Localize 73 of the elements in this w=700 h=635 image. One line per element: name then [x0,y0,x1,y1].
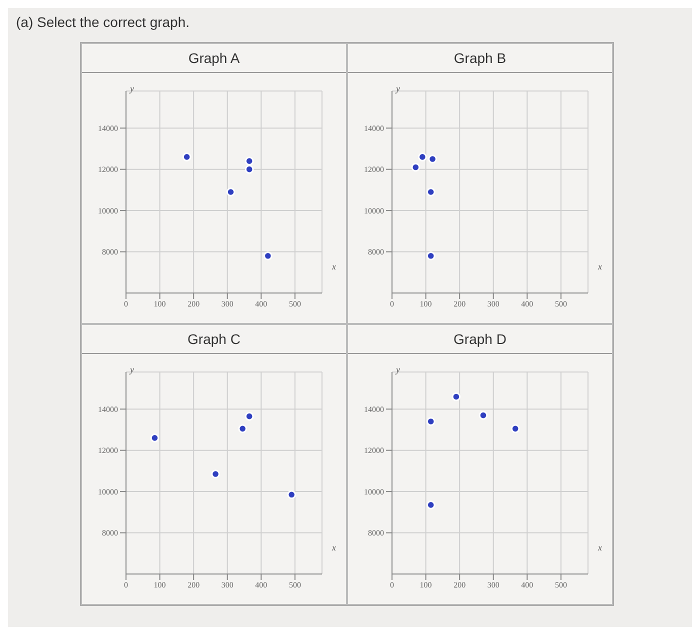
point [418,152,427,162]
x-tick-label: 300 [487,580,500,590]
point [426,252,436,260]
chart-title: Graph A [82,44,346,73]
x-tick-label: 200 [454,300,466,309]
chart-title: Graph C [82,325,346,354]
y-tick-label: 8000 [368,248,384,257]
y-tick-label: 10000 [98,487,118,496]
y-tick-label: 8000 [102,248,118,257]
x-tick-label: 0 [390,300,394,309]
y-tick-label: 12000 [98,165,118,174]
point [244,164,254,174]
x-tick-label: 300 [487,300,500,309]
y-axis-title: y [395,83,400,94]
x-tick-label: 500 [554,580,567,590]
x-tick-label: 0 [124,580,128,590]
y-tick-label: 14000 [364,404,384,414]
x-tick-label: 400 [255,300,268,309]
x-tick-label: 400 [255,580,268,590]
point [287,490,296,500]
x-tick-label: 500 [554,300,567,309]
x-axis-title: x [597,261,602,272]
point [244,412,254,421]
x-tick-label: 100 [420,580,432,590]
point [478,410,488,420]
y-tick-label: 10000 [364,487,384,496]
x-tick-label: 400 [521,300,534,309]
x-axis-title: x [331,261,336,272]
y-tick-label: 14000 [364,124,384,133]
point [182,152,192,162]
x-tick-label: 500 [288,580,301,590]
x-axis-title: x [597,542,602,552]
point [510,424,520,434]
point [211,470,220,478]
x-tick-label: 200 [454,580,466,590]
point [150,434,160,442]
x-tick-label: 0 [124,300,128,309]
x-tick-label: 300 [221,300,234,309]
x-tick-label: 400 [521,580,534,590]
y-axis-title: y [129,83,134,94]
y-axis-title: y [395,364,400,374]
x-tick-label: 0 [390,580,394,590]
point [264,252,272,260]
x-tick-label: 300 [221,580,234,590]
text: (a) Select the correct graph. [15,13,191,32]
y-tick-label: 12000 [98,446,118,456]
point [226,188,236,196]
y-tick-label: 10000 [364,206,384,216]
point [426,500,436,510]
point [426,417,436,426]
point [411,162,420,172]
point [238,424,247,434]
x-tick-label: 100 [154,300,166,309]
chart-title: Graph D [348,325,612,354]
x-tick-label: 200 [188,580,200,590]
point [426,188,436,196]
y-axis-title: y [129,364,134,374]
point [428,154,437,164]
y-tick-label: 14000 [98,124,118,133]
y-tick-label: 12000 [364,165,384,174]
y-tick-label: 10000 [98,206,118,216]
point [452,392,461,402]
y-tick-label: 8000 [102,528,118,538]
y-tick-label: 8000 [368,528,384,538]
x-tick-label: 100 [420,300,432,309]
x-tick-label: 200 [188,300,200,309]
y-tick-label: 14000 [98,404,118,414]
point [244,156,254,166]
chart-title: Graph B [348,44,612,73]
y-tick-label: 12000 [364,446,384,456]
x-tick-label: 100 [154,580,166,590]
x-axis-title: x [331,542,336,552]
x-tick-label: 500 [288,300,301,309]
